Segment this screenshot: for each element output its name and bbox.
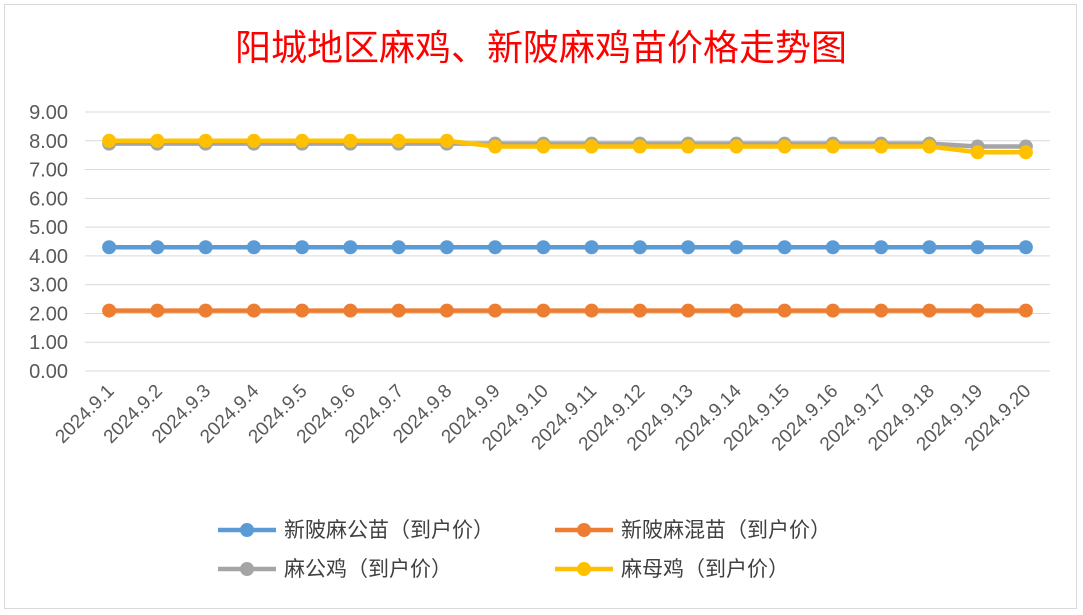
data-point: [584, 303, 599, 318]
series-lines: [102, 133, 1033, 318]
data-point: [439, 133, 454, 148]
data-point: [632, 240, 647, 255]
y-tick-label: 9.00: [29, 102, 68, 124]
legend-marker: [577, 562, 591, 576]
data-point: [343, 133, 358, 148]
legend-label: 新陂麻混苗（到户价）: [621, 518, 831, 542]
data-point: [1018, 145, 1033, 160]
data-point: [246, 133, 261, 148]
chart-title: 阳城地区麻鸡、新陂麻鸡苗价格走势图: [235, 28, 847, 69]
y-axis-ticks: 0.00 1.00 2.00 3.00 4.00 5.00 6.00 7.00 8.00 9.00: [29, 102, 68, 383]
data-point: [536, 139, 551, 154]
data-point: [295, 303, 310, 318]
data-point: [729, 139, 744, 154]
data-point: [632, 139, 647, 154]
data-point: [391, 133, 406, 148]
data-point: [102, 303, 117, 318]
data-point: [970, 145, 985, 160]
data-point: [777, 240, 792, 255]
data-point: [488, 240, 503, 255]
legend-item[interactable]: 新陂麻公苗（到户价）: [218, 518, 494, 542]
data-point: [1018, 303, 1033, 318]
data-point: [246, 240, 261, 255]
data-point: [584, 240, 599, 255]
data-point: [970, 240, 985, 255]
data-point: [922, 139, 937, 154]
y-tick-label: 2.00: [29, 303, 68, 325]
data-point: [246, 303, 261, 318]
data-point: [343, 303, 358, 318]
data-point: [391, 240, 406, 255]
data-point: [825, 240, 840, 255]
data-point: [874, 240, 889, 255]
y-tick-label: 7.00: [29, 160, 68, 182]
y-tick-label: 5.00: [29, 217, 68, 239]
data-point: [681, 303, 696, 318]
data-point: [150, 303, 165, 318]
data-point: [536, 303, 551, 318]
series-1: [102, 240, 1033, 255]
y-tick-label: 1.00: [29, 332, 68, 354]
data-point: [874, 139, 889, 154]
data-point: [439, 303, 454, 318]
data-point: [825, 139, 840, 154]
data-point: [729, 303, 744, 318]
data-point: [295, 133, 310, 148]
gridlines: [85, 111, 1050, 372]
data-point: [295, 240, 310, 255]
legend-item[interactable]: 麻公鸡（到户价）: [218, 557, 452, 581]
data-point: [150, 133, 165, 148]
data-point: [488, 303, 503, 318]
legend-label: 麻公鸡（到户价）: [284, 557, 452, 581]
data-point: [102, 133, 117, 148]
data-point: [198, 303, 213, 318]
data-point: [681, 139, 696, 154]
data-point: [777, 139, 792, 154]
y-tick-label: 4.00: [29, 246, 68, 268]
y-tick-label: 8.00: [29, 131, 68, 153]
data-point: [874, 303, 889, 318]
data-point: [922, 303, 937, 318]
series-2: [102, 303, 1033, 318]
data-point: [391, 303, 406, 318]
legend-item[interactable]: 麻母鸡（到户价）: [555, 557, 789, 581]
data-point: [584, 139, 599, 154]
data-point: [536, 240, 551, 255]
legend-label: 麻母鸡（到户价）: [621, 557, 789, 581]
data-point: [488, 139, 503, 154]
data-point: [198, 240, 213, 255]
data-point: [439, 240, 454, 255]
data-point: [632, 303, 647, 318]
series-4: [102, 133, 1033, 160]
data-point: [970, 303, 985, 318]
legend-label: 新陂麻公苗（到户价）: [284, 518, 494, 542]
data-point: [681, 240, 696, 255]
series-line: [109, 141, 1026, 149]
data-point: [922, 240, 937, 255]
x-axis-ticks: 2024.9.12024.9.22024.9.32024.9.42024.9.5…: [52, 380, 1036, 455]
data-point: [1018, 240, 1033, 255]
y-tick-label: 6.00: [29, 188, 68, 210]
data-point: [102, 240, 117, 255]
data-point: [343, 240, 358, 255]
data-point: [198, 133, 213, 148]
data-point: [777, 303, 792, 318]
legend-marker: [240, 523, 254, 537]
y-tick-label: 3.00: [29, 275, 68, 297]
data-point: [825, 303, 840, 318]
legend-marker: [240, 562, 254, 576]
legend[interactable]: 新陂麻公苗（到户价） 新陂麻混苗（到户价） 麻公鸡（到户价） 麻母鸡（到户价）: [218, 518, 831, 581]
legend-item[interactable]: 新陂麻混苗（到户价）: [555, 518, 831, 542]
data-point: [729, 240, 744, 255]
data-point: [150, 240, 165, 255]
legend-marker: [577, 523, 591, 537]
series-line: [109, 138, 1026, 155]
y-tick-label: 0.00: [29, 361, 68, 383]
